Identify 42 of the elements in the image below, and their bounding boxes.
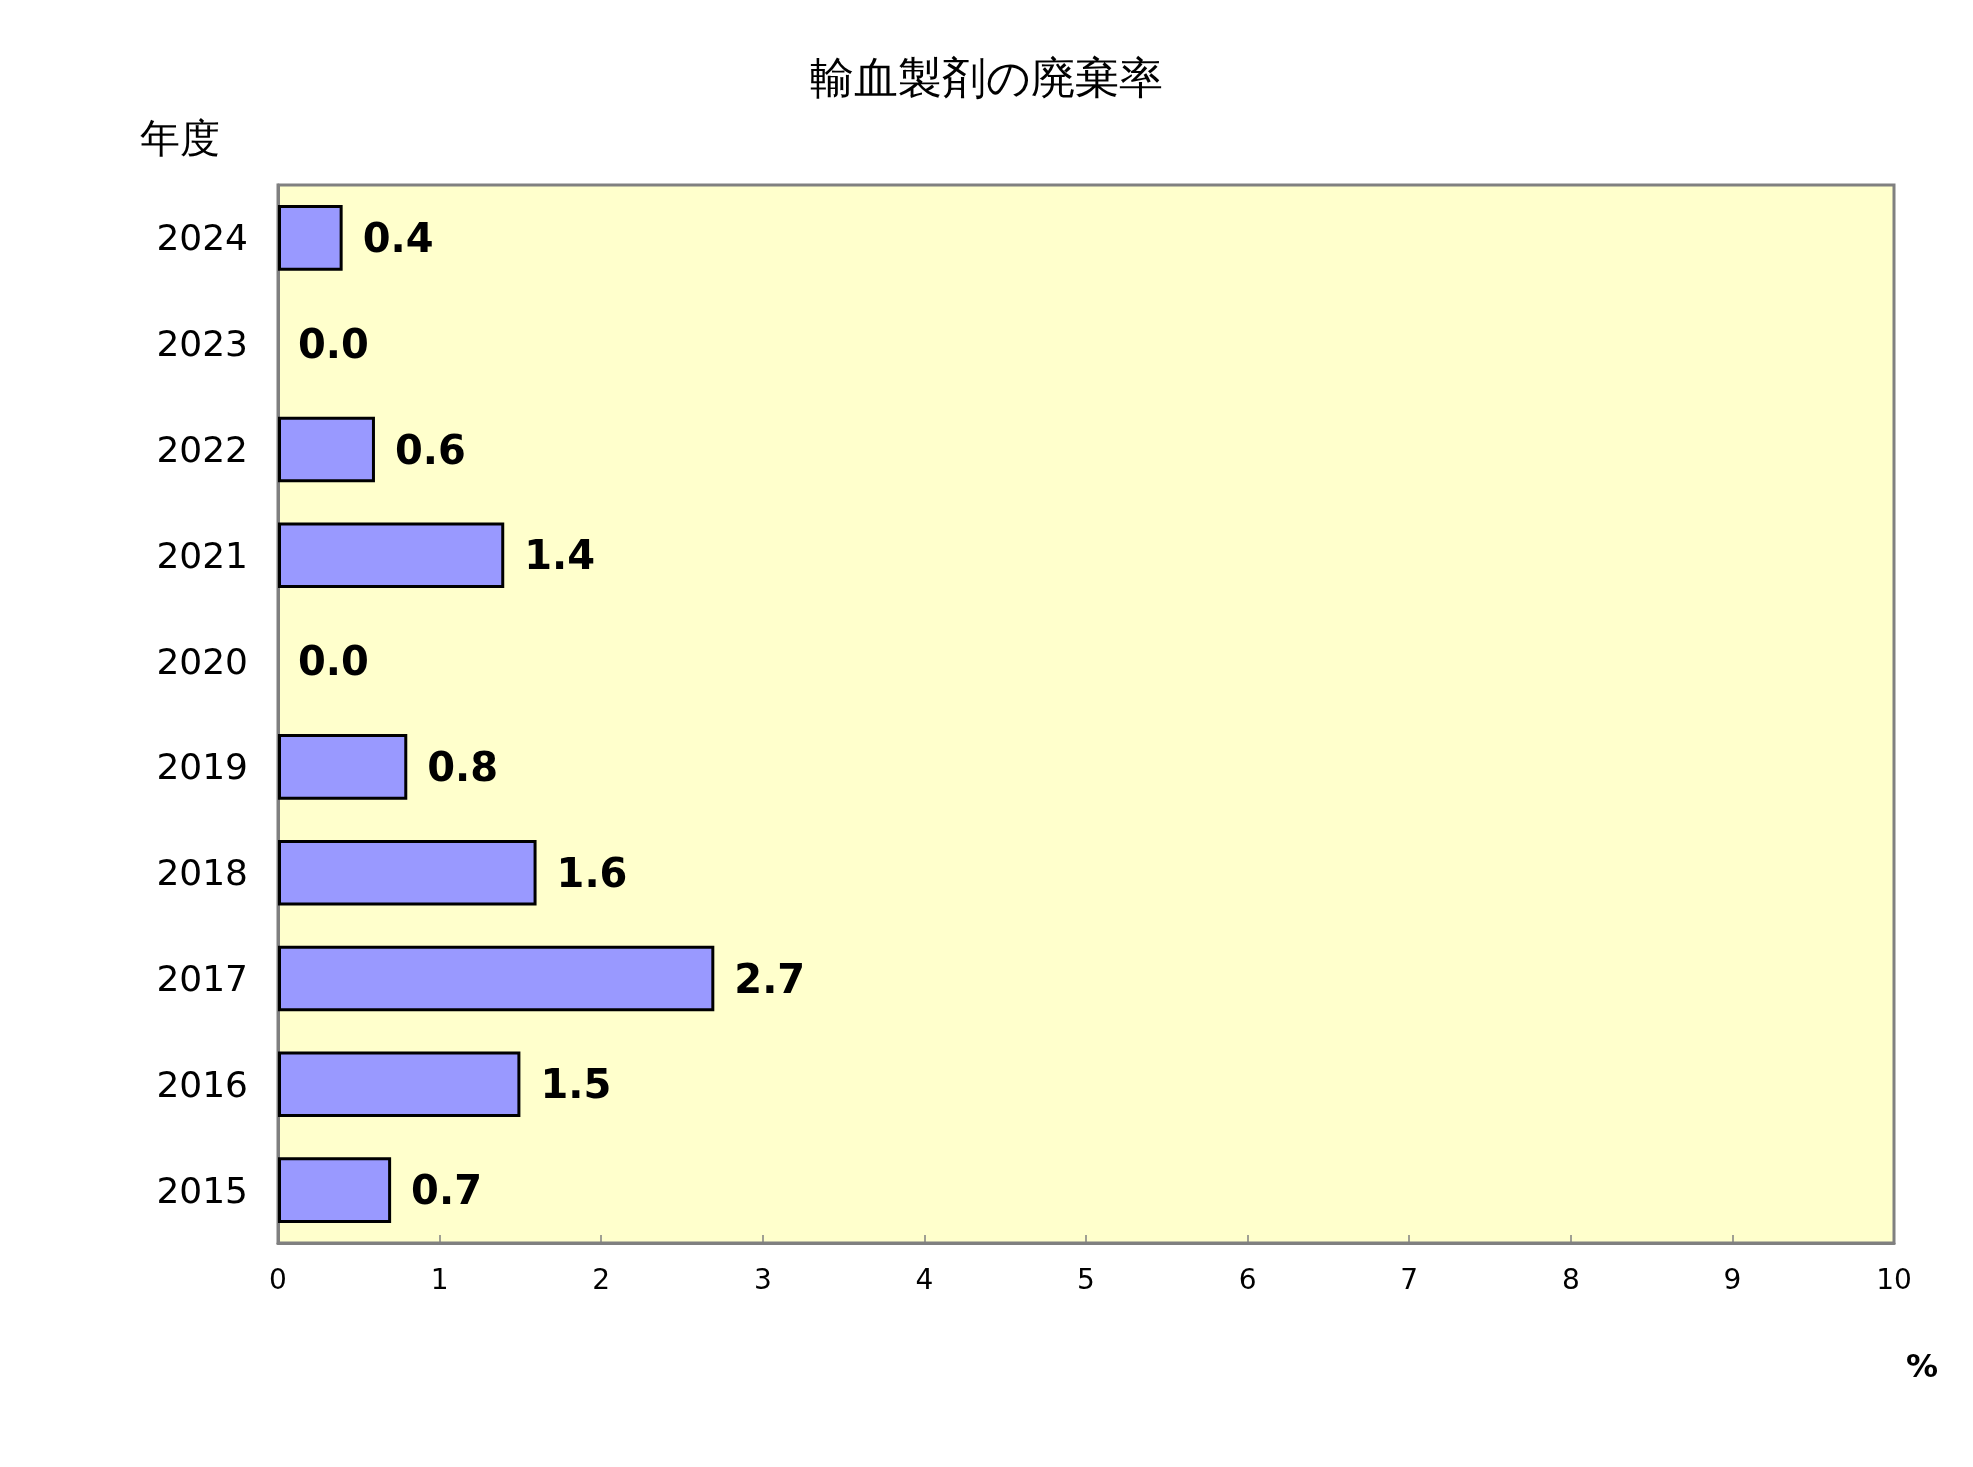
x-tick-label: 4: [915, 1262, 934, 1296]
data-label: 0.4: [362, 214, 434, 261]
y-tick-label: 2015: [156, 1169, 248, 1211]
y-tick-label: 2024: [156, 217, 248, 259]
data-label: 1.5: [540, 1061, 612, 1108]
bar: [278, 839, 537, 906]
data-label: 0.0: [298, 320, 369, 367]
data-label: 0.8: [427, 743, 499, 790]
x-tick-label: 8: [1561, 1262, 1580, 1296]
bar: [278, 945, 715, 1012]
bar: [278, 522, 505, 589]
bar: [278, 1157, 392, 1223]
x-tick-label: 9: [1723, 1262, 1742, 1296]
bar: [278, 1051, 521, 1118]
y-tick-label: 2022: [156, 429, 248, 470]
data-label: 0.7: [411, 1167, 482, 1214]
y-axis-title: 年度: [140, 115, 220, 161]
bar: [278, 205, 343, 271]
y-tick-label: 2018: [156, 852, 248, 894]
x-tick-label: 0: [269, 1262, 287, 1296]
bar: [278, 416, 375, 483]
y-tick-label: 2019: [156, 746, 248, 788]
y-tick-label: 2020: [156, 640, 248, 682]
x-tick-label: 5: [1077, 1262, 1095, 1296]
y-tick-label: 2023: [156, 323, 248, 365]
x-axis-title: %: [1906, 1347, 1939, 1385]
x-tick-label: 2: [592, 1262, 611, 1296]
data-label: 0.6: [394, 426, 466, 473]
data-label: 1.4: [524, 532, 596, 579]
x-tick-label: 6: [1238, 1262, 1257, 1296]
y-tick-label: 2017: [156, 958, 248, 999]
chart-title: 輸血製剤の廃棄率: [810, 51, 1163, 103]
y-tick-label: 2021: [156, 534, 248, 576]
data-label: 2.7: [734, 955, 806, 1002]
x-tick-label: 3: [753, 1262, 772, 1296]
x-tick-label: 10: [1876, 1262, 1912, 1296]
bar: [278, 734, 408, 800]
data-label: 1.6: [556, 849, 628, 896]
x-tick-label: 1: [430, 1262, 449, 1296]
x-tick-label: 7: [1400, 1262, 1419, 1296]
data-label: 0.0: [298, 638, 369, 685]
y-tick-label: 2016: [156, 1063, 248, 1105]
